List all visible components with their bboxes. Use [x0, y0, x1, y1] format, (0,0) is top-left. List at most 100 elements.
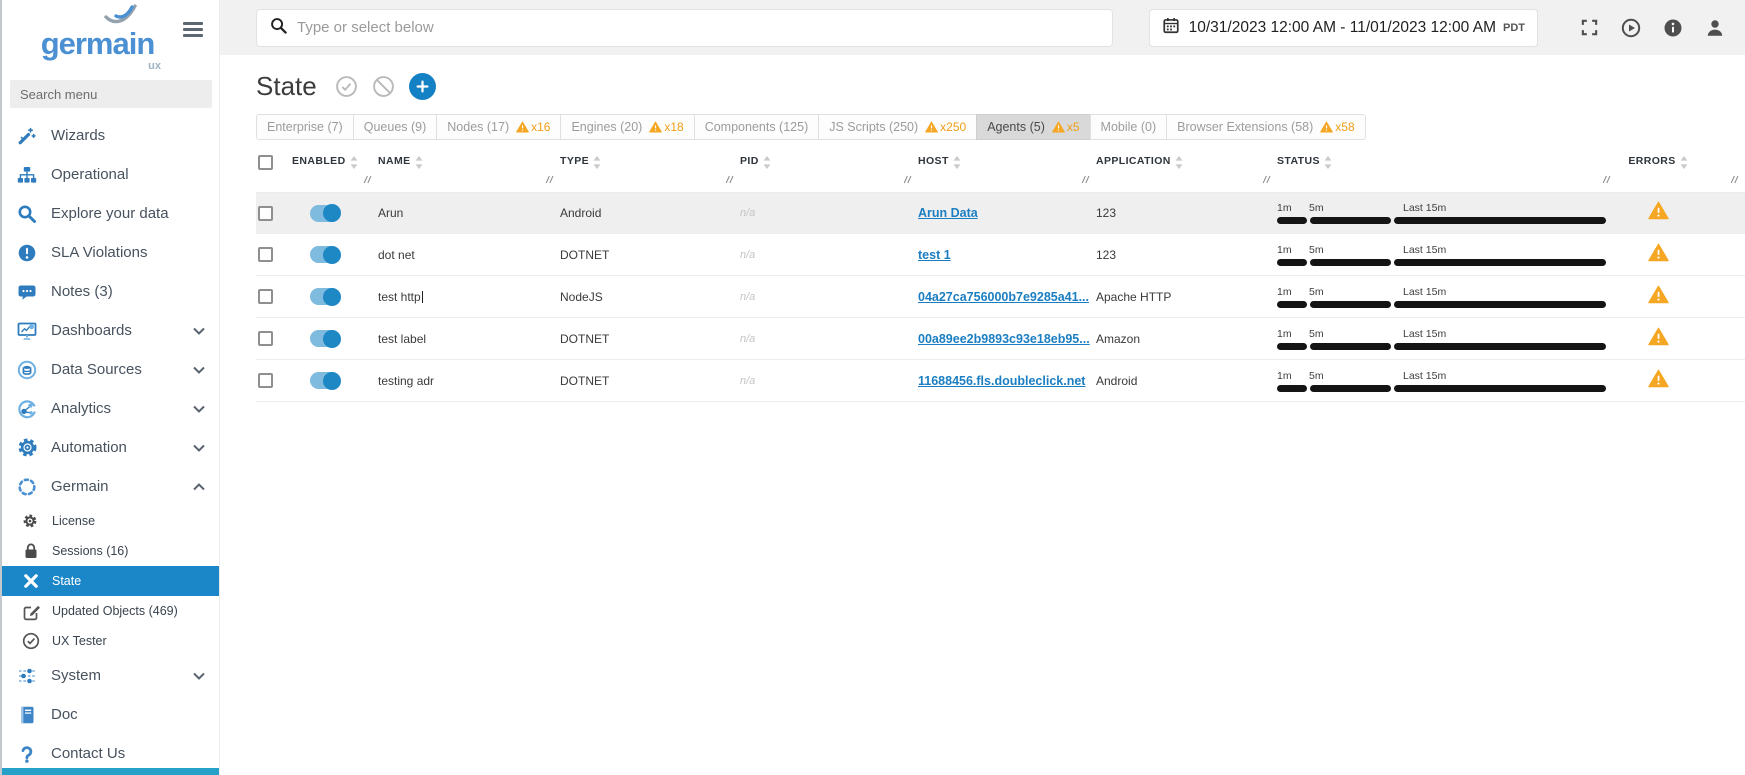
host-link[interactable]: Arun Data	[918, 206, 978, 220]
column-resize-handle[interactable]	[1730, 175, 1739, 187]
agent-name: dot net	[378, 247, 415, 262]
column-header-pid[interactable]: PID	[740, 148, 918, 192]
sort-icon[interactable]	[350, 156, 358, 172]
tab-browser-extensions[interactable]: Browser Extensions (58) x58	[1166, 114, 1366, 140]
status-timeline[interactable]: 1m 5m Last 15m	[1277, 328, 1607, 350]
global-search[interactable]	[256, 8, 1113, 47]
user-icon[interactable]	[1705, 18, 1725, 37]
column-resize-handle[interactable]	[363, 175, 372, 187]
ban-circle-icon[interactable]	[372, 75, 395, 98]
sidebar-item-doc[interactable]: Doc	[2, 695, 219, 734]
sidebar-item-explore-your-data[interactable]: Explore your data	[2, 194, 219, 233]
column-header-type[interactable]: TYPE	[560, 148, 740, 192]
status-timeline[interactable]: 1m 5m Last 15m	[1277, 286, 1607, 308]
column-resize-handle[interactable]	[725, 175, 734, 187]
column-resize-handle[interactable]	[1262, 175, 1271, 187]
sidebar-item-sla-violations[interactable]: SLA Violations	[2, 233, 219, 272]
enabled-toggle[interactable]	[310, 371, 341, 390]
tab-queues[interactable]: Queues (9)	[352, 114, 438, 140]
sidebar-item-dashboards[interactable]: Dashboards	[2, 311, 219, 350]
tab-label: Components (125)	[704, 120, 809, 134]
sidebar-item-automation[interactable]: Automation	[2, 428, 219, 467]
column-resize-handle[interactable]	[1081, 175, 1090, 187]
enabled-toggle[interactable]	[310, 329, 341, 348]
error-warning-icon[interactable]	[1647, 243, 1669, 267]
sidebar-item-system[interactable]: System	[2, 656, 219, 695]
tab-mobile[interactable]: Mobile (0)	[1089, 114, 1168, 140]
sidebar-item-operational[interactable]: Operational	[2, 155, 219, 194]
tab-js-scripts[interactable]: JS Scripts (250) x250	[818, 114, 978, 140]
sidebar-item-updated-objects[interactable]: Updated Objects (469)	[2, 596, 219, 626]
column-header-status[interactable]: STATUS	[1277, 148, 1617, 192]
sidebar-item-wizards[interactable]: Wizards	[2, 116, 219, 155]
sidebar-search-input[interactable]	[10, 80, 212, 108]
sidebar-item-sessions[interactable]: Sessions (16)	[2, 536, 219, 566]
fullscreen-icon[interactable]	[1580, 18, 1599, 37]
row-checkbox[interactable]	[258, 205, 273, 221]
sidebar-item-analytics[interactable]: Analytics	[2, 389, 219, 428]
column-resize-handle[interactable]	[903, 175, 912, 187]
error-warning-icon[interactable]	[1647, 327, 1669, 351]
sort-icon[interactable]	[1680, 156, 1688, 172]
error-warning-icon[interactable]	[1647, 369, 1669, 393]
row-checkbox[interactable]	[258, 331, 273, 346]
hamburger-menu-icon[interactable]	[183, 22, 203, 40]
tab-engines[interactable]: Engines (20) x18	[560, 114, 695, 140]
sort-icon[interactable]	[763, 156, 771, 172]
sort-icon[interactable]	[953, 156, 961, 172]
enabled-toggle[interactable]	[310, 287, 341, 306]
sidebar-item-ux-tester[interactable]: UX Tester	[2, 626, 219, 656]
column-header-enabled[interactable]: ENABLED	[292, 148, 378, 192]
sort-icon[interactable]	[593, 156, 601, 172]
sidebar-scrollbar[interactable]	[2, 768, 219, 775]
enabled-toggle[interactable]	[310, 245, 341, 264]
table-row[interactable]: testing adr DOTNET n/a 11688456.fls.doub…	[256, 360, 1745, 402]
play-circle-icon[interactable]	[1621, 18, 1641, 38]
sidebar-item-state[interactable]: State	[2, 566, 219, 596]
table-row[interactable]: Arun Android n/a Arun Data 123 1m 5m Last …	[256, 192, 1745, 234]
column-header-name[interactable]: NAME	[378, 148, 560, 192]
agent-name[interactable]: test http	[378, 289, 421, 304]
sort-icon[interactable]	[1175, 156, 1183, 172]
table-row[interactable]: dot net DOTNET n/a test 1 123 1m 5m Last 1…	[256, 234, 1745, 276]
error-warning-icon[interactable]	[1647, 285, 1669, 309]
global-search-input[interactable]	[297, 19, 1099, 36]
host-link[interactable]: 11688456.fls.doubleclick.net	[918, 373, 1086, 388]
host-link[interactable]: 04a27ca756000b7e9285a41...	[918, 289, 1089, 304]
column-resize-handle[interactable]	[545, 175, 554, 187]
sitemap-icon	[17, 165, 43, 185]
column-header-host[interactable]: HOST	[918, 148, 1096, 192]
status-timeline[interactable]: 1m 5m Last 15m	[1277, 202, 1607, 224]
row-checkbox[interactable]	[258, 247, 273, 262]
status-timeline[interactable]: 1m 5m Last 15m	[1277, 244, 1607, 266]
enabled-toggle[interactable]	[310, 204, 341, 222]
tab-components[interactable]: Components (125)	[693, 114, 820, 140]
add-button[interactable]	[408, 72, 436, 100]
column-resize-handle[interactable]	[1602, 175, 1611, 187]
table-row[interactable]: test label DOTNET n/a 00a89ee2b9893c93e1…	[256, 318, 1745, 360]
tab-nodes[interactable]: Nodes (17) x16	[436, 114, 562, 140]
date-range-picker[interactable]: 10/31/2023 12:00 AM - 11/01/2023 12:00 A…	[1148, 8, 1538, 47]
table-row[interactable]: test http NodeJS n/a 04a27ca756000b7e928…	[256, 276, 1745, 318]
sort-icon[interactable]	[1324, 156, 1332, 172]
sort-icon[interactable]	[415, 156, 423, 172]
sidebar-item-notes[interactable]: Notes (3)	[2, 272, 219, 311]
sidebar-item-license[interactable]: License	[2, 506, 219, 536]
tab-enterprise[interactable]: Enterprise (7)	[256, 114, 354, 140]
status-timeline[interactable]: 1m 5m Last 15m	[1277, 370, 1607, 392]
host-link[interactable]: 00a89ee2b9893c93e18eb95...	[918, 331, 1090, 346]
sidebar-item-contact-us[interactable]: Contact Us	[2, 734, 219, 773]
sidebar-item-label: Dashboards	[51, 322, 132, 339]
column-header-application[interactable]: APPLICATION	[1096, 148, 1277, 192]
info-circle-icon[interactable]	[1663, 18, 1683, 38]
sidebar-item-germain[interactable]: Germain	[2, 467, 219, 506]
row-checkbox[interactable]	[258, 289, 273, 304]
error-warning-icon[interactable]	[1647, 201, 1669, 225]
sidebar-item-data-sources[interactable]: Data Sources	[2, 350, 219, 389]
column-header-errors[interactable]: ERRORS	[1617, 148, 1745, 192]
row-checkbox[interactable]	[258, 373, 273, 388]
select-all-checkbox[interactable]	[258, 155, 273, 170]
tab-agents[interactable]: Agents (5) x5	[976, 114, 1091, 140]
host-link[interactable]: test 1	[918, 247, 951, 262]
approve-circle-icon[interactable]	[335, 75, 358, 98]
